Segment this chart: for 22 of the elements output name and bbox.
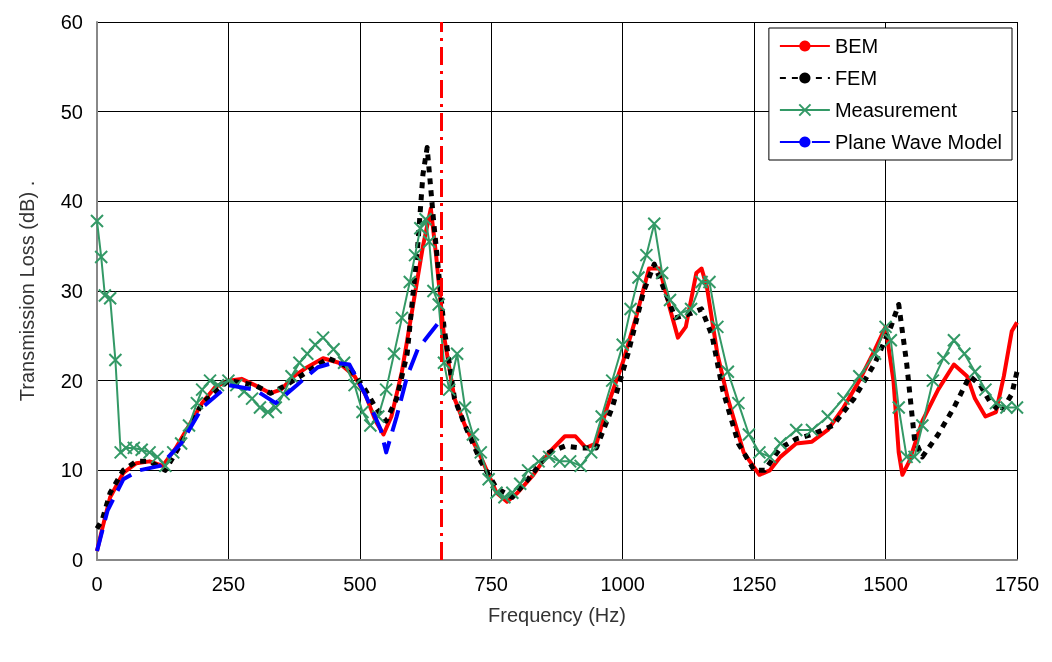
legend-label: Measurement bbox=[834, 99, 958, 121]
line-series bbox=[95, 320, 441, 554]
x-tick-label: 1000 bbox=[600, 573, 645, 595]
x-axis-title: Frequency (Hz) bbox=[488, 604, 626, 626]
x-tick-label: 1750 bbox=[994, 573, 1040, 595]
y-tick-label: 30 bbox=[60, 280, 83, 302]
x-tick-label: 1250 bbox=[731, 573, 777, 595]
x-tick-label: 500 bbox=[343, 573, 377, 595]
x-tick-label: 250 bbox=[211, 573, 246, 595]
y-axis-title: Transmission Loss (dB) . bbox=[16, 180, 38, 402]
y-tick-label: 0 bbox=[71, 549, 83, 571]
y-tick-label: 50 bbox=[60, 100, 83, 123]
legend-label: FEM bbox=[834, 67, 878, 89]
x-tick-label: 750 bbox=[474, 573, 508, 595]
y-tick-label: 60 bbox=[60, 11, 83, 33]
legend-label: Plane Wave Model bbox=[834, 131, 1003, 153]
x-tick-label: 0 bbox=[91, 573, 103, 595]
x-tick-label: 1500 bbox=[863, 573, 908, 595]
y-tick-label: 20 bbox=[60, 369, 83, 392]
y-tick-label: 40 bbox=[60, 190, 83, 213]
legend-label: BEM bbox=[834, 35, 879, 57]
y-tick-label: 10 bbox=[60, 459, 83, 482]
